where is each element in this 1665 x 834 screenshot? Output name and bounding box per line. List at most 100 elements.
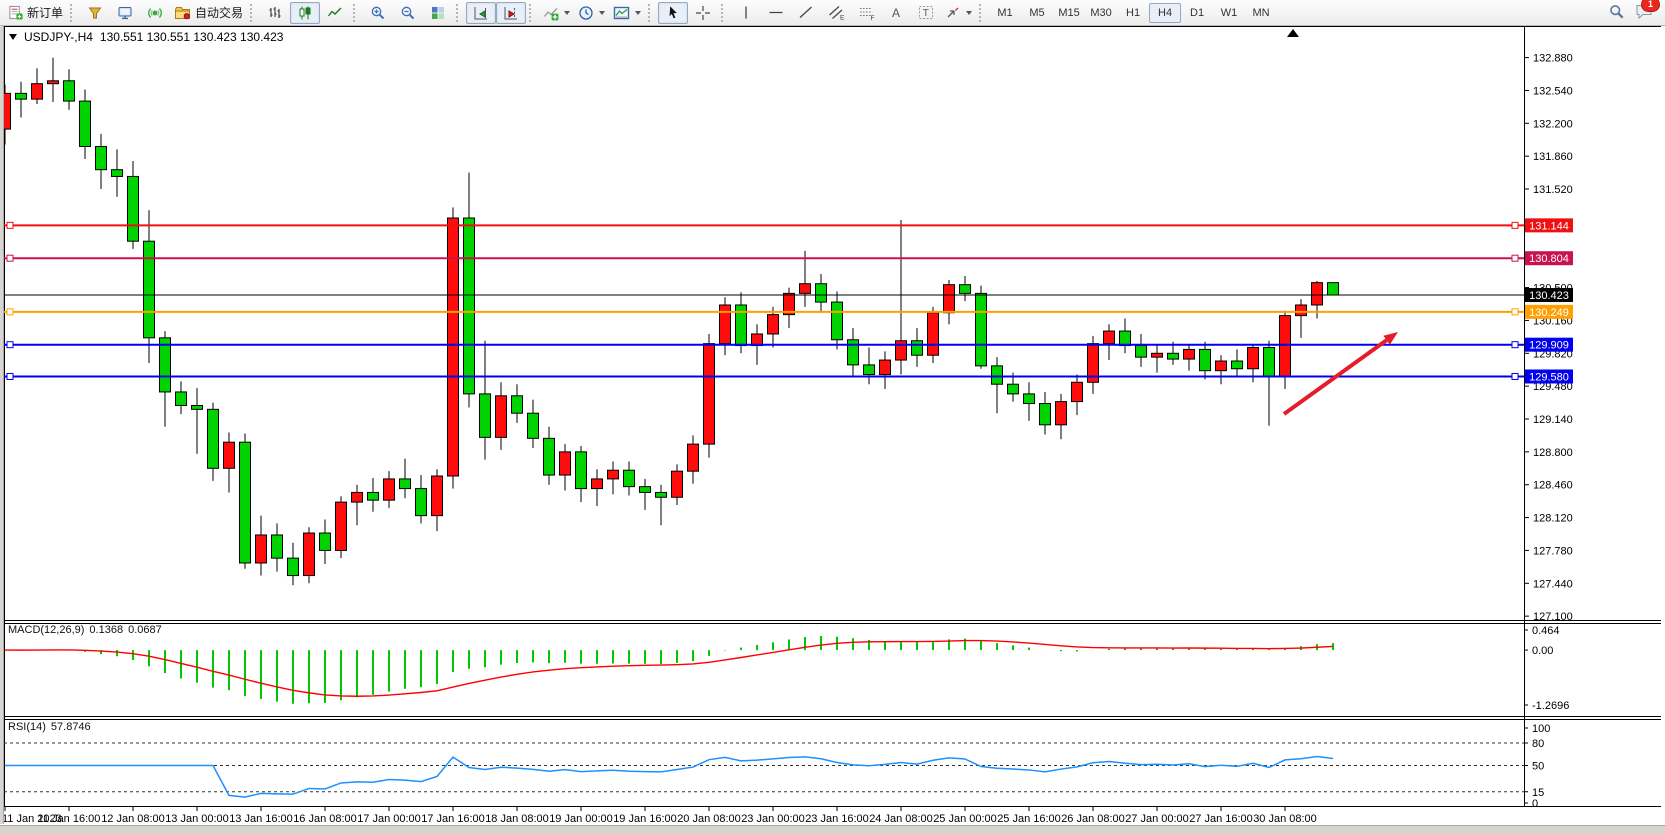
time-tick-label: 13 Jan 00:00 [165,813,229,825]
time-tick-label: 19 Jan 16:00 [613,813,677,825]
tf-mn-button[interactable]: MN [1252,6,1270,19]
price-tick-label: 131.520 [1533,184,1573,196]
candle-body [543,437,555,476]
trend-arrow-head[interactable] [1383,332,1398,345]
zoom-out-button[interactable] [393,2,423,24]
level-handle[interactable] [1511,308,1519,316]
chart-shift-marker[interactable] [1287,29,1299,37]
line-chart-button[interactable] [320,2,350,24]
trend-arrow-shaft[interactable] [1282,338,1388,416]
level-handle[interactable] [6,341,14,349]
text-tool[interactable]: A [881,2,911,24]
level-handle[interactable] [1511,254,1519,262]
arrows-tool[interactable] [941,2,976,24]
candle-body [831,301,843,341]
horizontal-line-tool[interactable] [761,2,791,24]
time-tick-label: 12 Jan 08:00 [101,813,165,825]
tile-windows-button[interactable] [423,2,453,24]
candle-body [879,359,891,376]
line-chart-icon [327,5,343,21]
macd-layer [4,636,1334,704]
level-handle[interactable] [6,372,14,380]
price-tick-label: 129.480 [1533,381,1573,393]
cursor-button[interactable] [658,1,689,24]
level-handle[interactable] [1511,221,1519,229]
candle-body [1327,282,1339,296]
level-handle[interactable] [6,254,14,262]
tf-w1-button[interactable]: W1 [1220,6,1238,19]
templates-button[interactable] [609,2,645,24]
tf-m1-button[interactable]: M1 [997,6,1013,19]
tf-m30-button[interactable]: M30 [1090,6,1112,19]
candle-body [415,488,427,517]
equidistant-channel-tool[interactable]: E [821,2,851,24]
fibonacci-icon: F [858,5,875,21]
time-tick-label: 25 Jan 00:00 [933,813,997,825]
trendline-tool[interactable] [791,2,821,24]
macd-signal-value: 0.0687 [128,624,162,636]
bar-chart-icon [267,5,283,21]
time-tick-label: 30 Jan 08:00 [1253,813,1317,825]
new-order-label: 新订单 [27,6,64,20]
candle-body [943,284,955,314]
candle-body [783,292,795,316]
level-handle[interactable] [6,221,14,229]
candle-body [767,314,779,335]
search-icon[interactable] [1608,3,1625,23]
indicators-button[interactable] [539,2,574,24]
tf-d1-button[interactable]: D1 [1190,6,1205,19]
vertical-line-tool[interactable] [731,2,761,24]
chart-menu-icon[interactable] [9,34,17,40]
templates-dropdown-caret [635,10,642,15]
arrows-dropdown-caret [966,10,973,15]
candle-body [495,395,507,438]
time-tick-label: 17 Jan 00:00 [357,813,421,825]
tf-m15-button[interactable]: M15 [1058,6,1080,19]
candle-body [1231,360,1243,370]
chart-shift-button[interactable] [496,1,527,24]
signals-button[interactable] [140,2,170,24]
window-left-edge [0,26,4,824]
price-label-box [1525,288,1573,303]
candle-body [991,365,1003,385]
new-order-icon [8,5,23,20]
text-label-tool[interactable]: T [911,2,941,24]
macd-tick-label: 0.464 [1532,625,1560,637]
chat-button[interactable]: 1 [1635,0,1660,23]
level-handle[interactable] [6,308,14,316]
auto-scroll-button[interactable] [466,1,497,24]
price-label-130.804: 130.804 [1529,253,1569,265]
candle-body [479,393,491,438]
tf-h4-button[interactable]: H4 [1149,2,1182,23]
price-tick-label: 132.540 [1533,85,1573,97]
level-handle[interactable] [1511,372,1519,380]
tf-m5-button[interactable]: M5 [1029,6,1045,19]
bar-chart-button[interactable] [260,2,290,24]
toolbar-grip [456,3,461,22]
svg-text:T: T [923,8,929,19]
candlestick-chart-button[interactable] [290,1,321,24]
crosshair-button[interactable] [688,2,718,24]
rsi-line [5,755,1334,798]
window-bottom-edge [0,825,1665,834]
candle-body [63,80,75,102]
market-watch-button[interactable] [80,2,110,24]
periods-button[interactable] [574,2,609,24]
time-tick-label: 20 Jan 08:00 [677,813,741,825]
data-window-button[interactable] [110,2,140,24]
rsi-layer [4,742,1524,798]
zoom-in-icon [370,5,386,21]
auto-trading-button[interactable]: 自动交易 [170,2,247,24]
zoom-in-button[interactable] [363,2,393,24]
candle-body [383,478,395,501]
candle-body [351,491,363,503]
price-label-130.423: 130.423 [1529,290,1569,302]
fibonacci-tool[interactable]: F [851,2,881,24]
price-label-129.909: 129.909 [1529,340,1569,352]
tf-h1-button[interactable]: H1 [1126,6,1141,19]
new-order-button[interactable]: 新订单 [4,2,67,24]
candle-body [1135,345,1147,358]
level-handle[interactable] [1511,341,1519,349]
rsi-name: RSI(14) [8,721,46,733]
